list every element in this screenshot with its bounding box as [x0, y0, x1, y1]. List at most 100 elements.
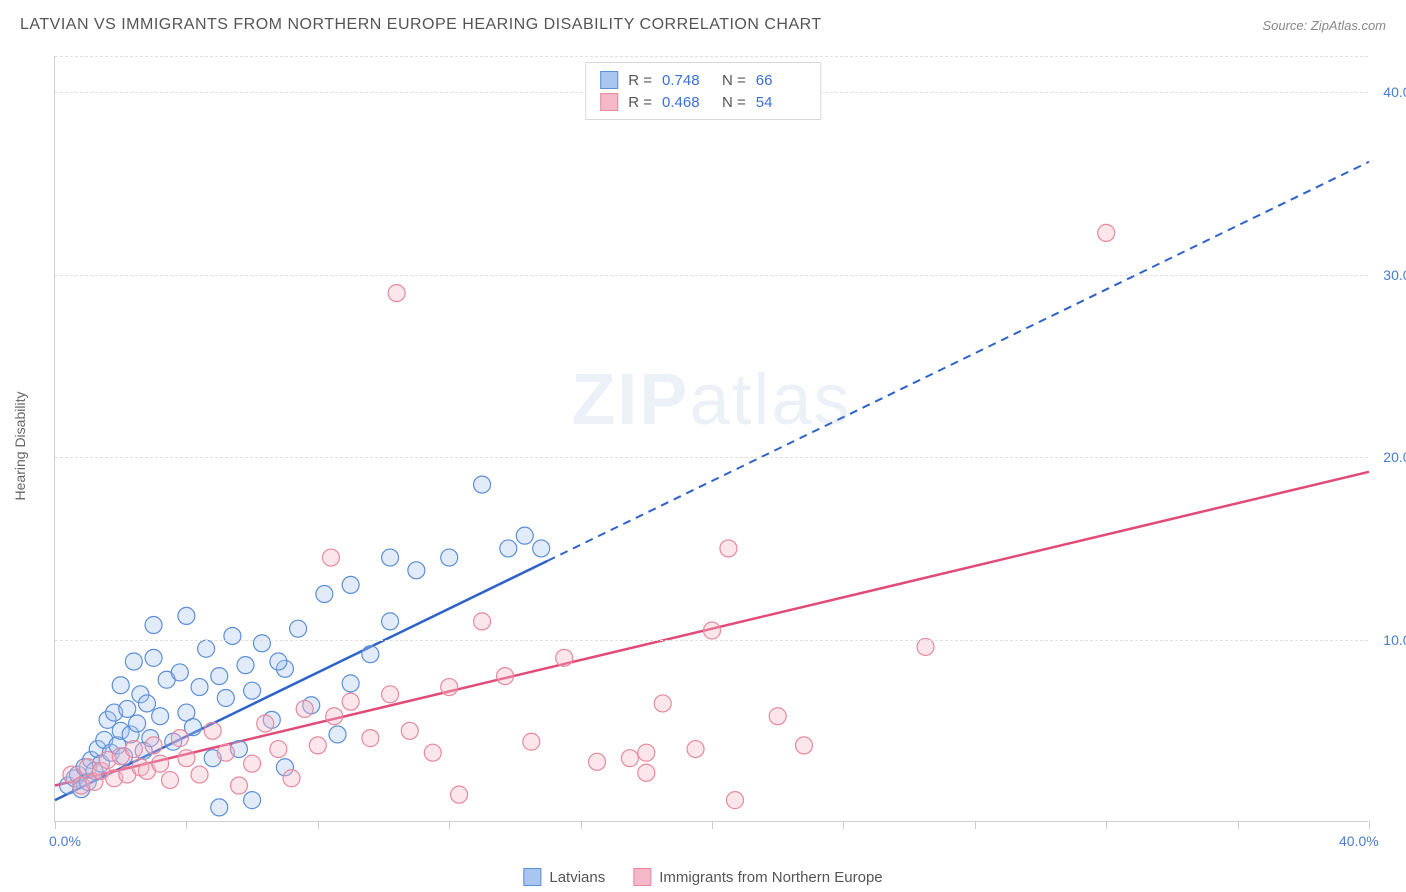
stats-row: R = 0.748 N = 66	[600, 69, 806, 91]
data-point	[191, 679, 208, 696]
data-point	[198, 640, 215, 657]
data-point	[152, 708, 169, 725]
data-point	[112, 677, 129, 694]
data-point	[382, 549, 399, 566]
stats-legend: R = 0.748 N = 66 R = 0.468 N = 54	[585, 62, 821, 120]
x-tick	[975, 821, 976, 829]
data-point	[296, 700, 313, 717]
data-point	[119, 700, 136, 717]
data-point	[500, 540, 517, 557]
data-point	[230, 777, 247, 794]
data-point	[329, 726, 346, 743]
stat-label-n: N =	[722, 72, 746, 89]
data-point	[1098, 224, 1115, 241]
x-tick-label: 0.0%	[49, 833, 81, 849]
data-point	[342, 576, 359, 593]
data-point	[533, 540, 550, 557]
data-point	[382, 613, 399, 630]
gridline	[55, 457, 1368, 458]
data-point	[424, 744, 441, 761]
data-point	[726, 792, 743, 809]
stat-label-r: R =	[628, 94, 652, 111]
data-point	[171, 664, 188, 681]
data-point	[654, 695, 671, 712]
data-point	[523, 733, 540, 750]
data-point	[474, 613, 491, 630]
data-point	[362, 730, 379, 747]
data-point	[191, 766, 208, 783]
data-point	[917, 638, 934, 655]
data-point	[253, 635, 270, 652]
data-point	[388, 285, 405, 302]
x-tick	[581, 821, 582, 829]
data-point	[211, 799, 228, 816]
data-point	[401, 722, 418, 739]
x-tick	[55, 821, 56, 829]
source-label: Source: ZipAtlas.com	[1262, 18, 1386, 33]
legend-swatch	[600, 93, 618, 111]
data-point	[497, 668, 514, 685]
scatter-svg	[55, 56, 1368, 821]
data-point	[224, 627, 241, 644]
data-point	[211, 668, 228, 685]
x-tick	[1369, 821, 1370, 829]
data-point	[171, 730, 188, 747]
gridline	[55, 56, 1368, 57]
data-point	[795, 737, 812, 754]
data-point	[362, 646, 379, 663]
y-tick-label: 10.0%	[1383, 632, 1406, 648]
data-point	[125, 653, 142, 670]
data-point	[244, 792, 261, 809]
data-point	[178, 607, 195, 624]
data-point	[161, 772, 178, 789]
data-point	[474, 476, 491, 493]
gridline	[55, 640, 1368, 641]
x-tick	[318, 821, 319, 829]
data-point	[244, 755, 261, 772]
data-point	[152, 755, 169, 772]
legend-item: Latvians	[523, 868, 605, 886]
x-tick	[712, 821, 713, 829]
legend-item: Immigrants from Northern Europe	[633, 868, 882, 886]
data-point	[638, 764, 655, 781]
data-point	[556, 649, 573, 666]
data-point	[441, 679, 458, 696]
gridline	[55, 275, 1368, 276]
data-point	[270, 741, 287, 758]
y-tick-label: 30.0%	[1383, 267, 1406, 283]
data-point	[178, 750, 195, 767]
y-tick-label: 40.0%	[1383, 84, 1406, 100]
data-point	[237, 657, 254, 674]
data-point	[451, 786, 468, 803]
data-point	[441, 549, 458, 566]
y-axis-title: Hearing Disability	[12, 392, 28, 501]
data-point	[217, 744, 234, 761]
data-point	[257, 715, 274, 732]
data-point	[244, 682, 261, 699]
legend-label: Latvians	[549, 869, 605, 886]
data-point	[589, 753, 606, 770]
data-point	[769, 708, 786, 725]
data-point	[342, 693, 359, 710]
data-point	[270, 653, 287, 670]
data-point	[138, 695, 155, 712]
data-point	[145, 737, 162, 754]
data-point	[316, 586, 333, 603]
data-point	[204, 722, 221, 739]
data-point	[342, 675, 359, 692]
stat-value-r: 0.748	[662, 72, 712, 89]
stat-label-n: N =	[722, 94, 746, 111]
data-point	[720, 540, 737, 557]
data-point	[408, 562, 425, 579]
x-tick-label: 40.0%	[1339, 833, 1379, 849]
stat-value-n: 66	[756, 72, 806, 89]
stat-label-r: R =	[628, 72, 652, 89]
legend-label: Immigrants from Northern Europe	[659, 869, 882, 886]
data-point	[145, 617, 162, 634]
data-point	[125, 741, 142, 758]
legend-swatch	[523, 868, 541, 886]
series-legend: Latvians Immigrants from Northern Europe	[523, 868, 882, 886]
data-point	[309, 737, 326, 754]
data-point	[382, 686, 399, 703]
stat-value-n: 54	[756, 94, 806, 111]
